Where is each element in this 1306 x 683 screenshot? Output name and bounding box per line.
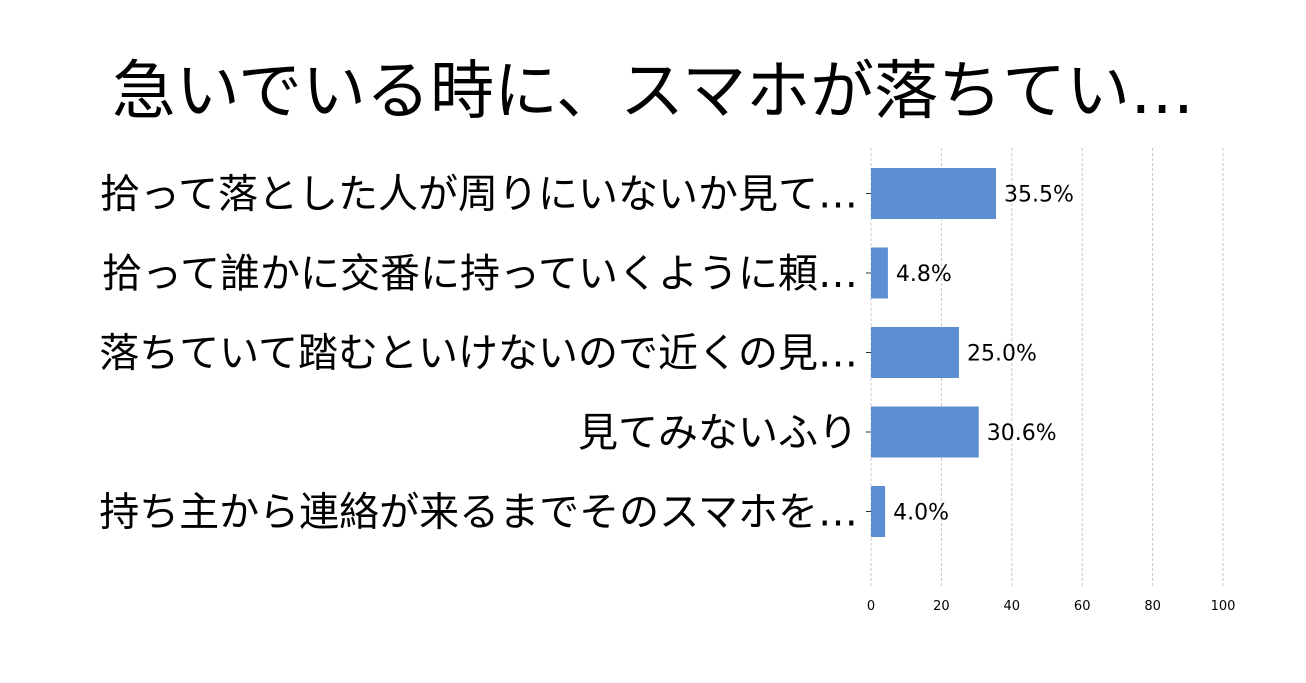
label-layer: 拾って落とした人が周りにいないか見て… 35.5% 拾って誰かに交番に持っていくよう… xyxy=(99,172,1074,536)
x-tick-label: 20 xyxy=(933,599,950,614)
bar xyxy=(871,327,959,378)
value-label: 25.0% xyxy=(967,342,1037,367)
category-label: 見てみないふり xyxy=(578,410,858,456)
x-tick-label: 100 xyxy=(1211,599,1236,614)
chart-title: 急いでいる時に、スマホが落ちてい… xyxy=(111,55,1195,129)
category-label: 落ちていて踏むといけないので近くの見… xyxy=(99,331,858,377)
value-label: 4.0% xyxy=(893,501,949,526)
x-tick-label: 60 xyxy=(1074,599,1091,614)
category-label: 拾って誰かに交番に持っていくように頼… xyxy=(102,251,858,297)
x-tick-label: 0 xyxy=(867,599,875,614)
x-tick-label: 40 xyxy=(1004,599,1021,614)
value-label: 4.8% xyxy=(896,262,952,287)
category-label: 持ち主から連絡が来るまでそのスマホを… xyxy=(99,490,858,536)
bar xyxy=(871,486,886,537)
value-label: 30.6% xyxy=(987,421,1057,446)
x-tick-label: 80 xyxy=(1144,599,1161,614)
bar-layer xyxy=(871,168,996,537)
x-axis-ticks: 0 20 40 60 80 100 xyxy=(866,193,1236,614)
bar xyxy=(871,247,888,299)
value-label: 35.5% xyxy=(1004,183,1074,208)
bar xyxy=(871,406,979,458)
bar xyxy=(871,168,996,219)
category-label: 拾って落とした人が周りにいないか見て… xyxy=(100,172,858,218)
